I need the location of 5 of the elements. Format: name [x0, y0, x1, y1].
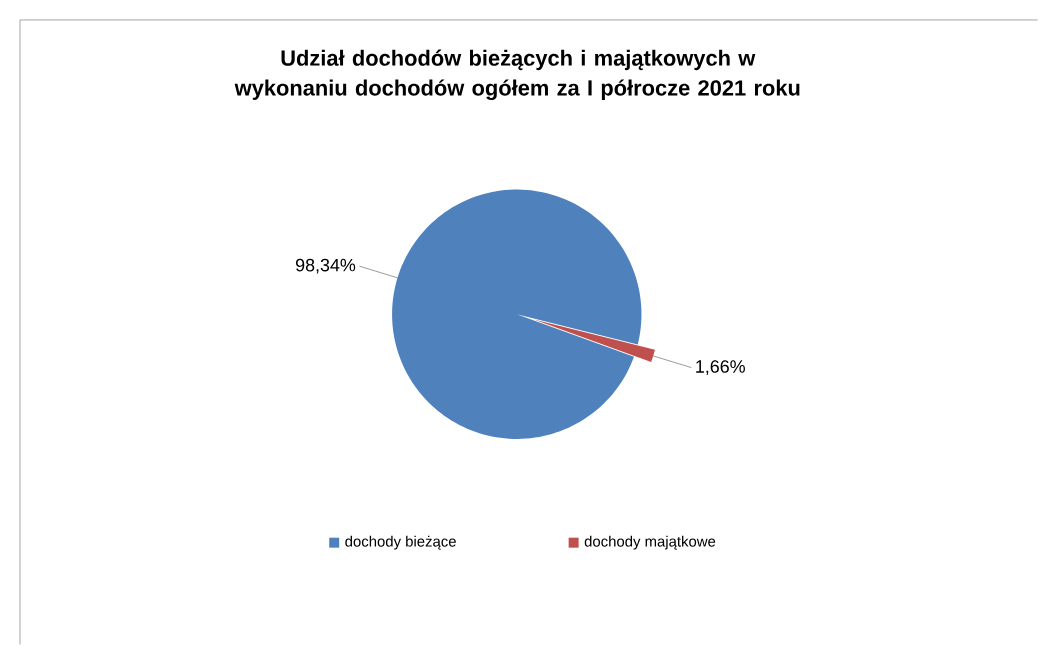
data-label: 98,34% [296, 258, 356, 274]
chart-title: Udział dochodów bieżących i majątkowych w wykonaniu dochodów ogółem za I półrocze 2021 roku [234, 49, 800, 101]
data-label: 1,66% [696, 360, 745, 375]
legend-label: dochody majątkowe [584, 535, 716, 550]
legend-label: dochody bieżące [345, 535, 456, 550]
